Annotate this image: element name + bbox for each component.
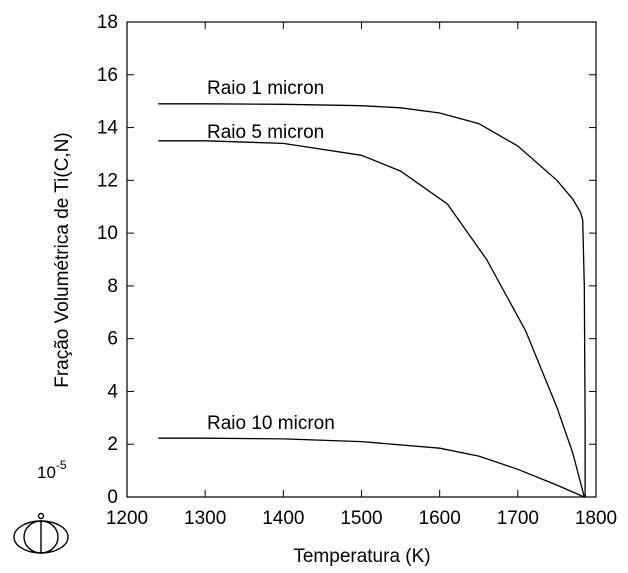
series-label-2: Raio 10 micron [207,413,335,434]
series-lines [158,103,586,498]
y-tick-label-8: 16 [97,65,118,86]
x-tick-label-2: 1400 [262,508,304,529]
y-tick-label-2: 4 [107,381,118,402]
y-multiplier-base: 10 [37,463,56,482]
y-multiplier-exp: -5 [56,458,67,472]
y-tick-label-7: 14 [97,118,119,139]
axis-ticks [126,21,597,498]
y-tick-label-9: 18 [97,12,118,33]
x-tick-label-4: 1600 [419,508,461,529]
logo-icon [13,512,69,554]
series-label-1: Raio 5 micron [207,122,324,143]
series-label-0: Raio 1 micron [207,78,324,99]
series-line-1 [158,140,585,498]
y-axis-label: Fração Volumétrica de Ti(C,N) [52,132,73,388]
x-tick-label-3: 1500 [340,508,382,529]
x-axis-label: Temperatura (K) [293,546,430,567]
y-tick-label-5: 10 [97,223,118,244]
y-tick-label-6: 12 [97,170,118,191]
y-multiplier: 10-5 [37,458,67,482]
labels: 1200 1300 1400 1500 1600 1700 1800 0 2 4 6 8 10 12 14 1… [97,12,617,529]
x-tick-label-1: 1300 [184,508,226,529]
x-tick-label-6: 1800 [575,508,617,529]
y-tick-label-1: 2 [107,434,118,455]
series-line-2 [158,437,585,498]
x-tick-label-0: 1200 [106,508,148,529]
series-line-0 [158,103,586,497]
plot-frame [126,21,597,498]
y-tick-label-4: 8 [107,276,118,297]
y-tick-label-3: 6 [107,329,118,350]
x-tick-label-5: 1700 [497,508,539,529]
y-tick-label-0: 0 [107,487,118,508]
